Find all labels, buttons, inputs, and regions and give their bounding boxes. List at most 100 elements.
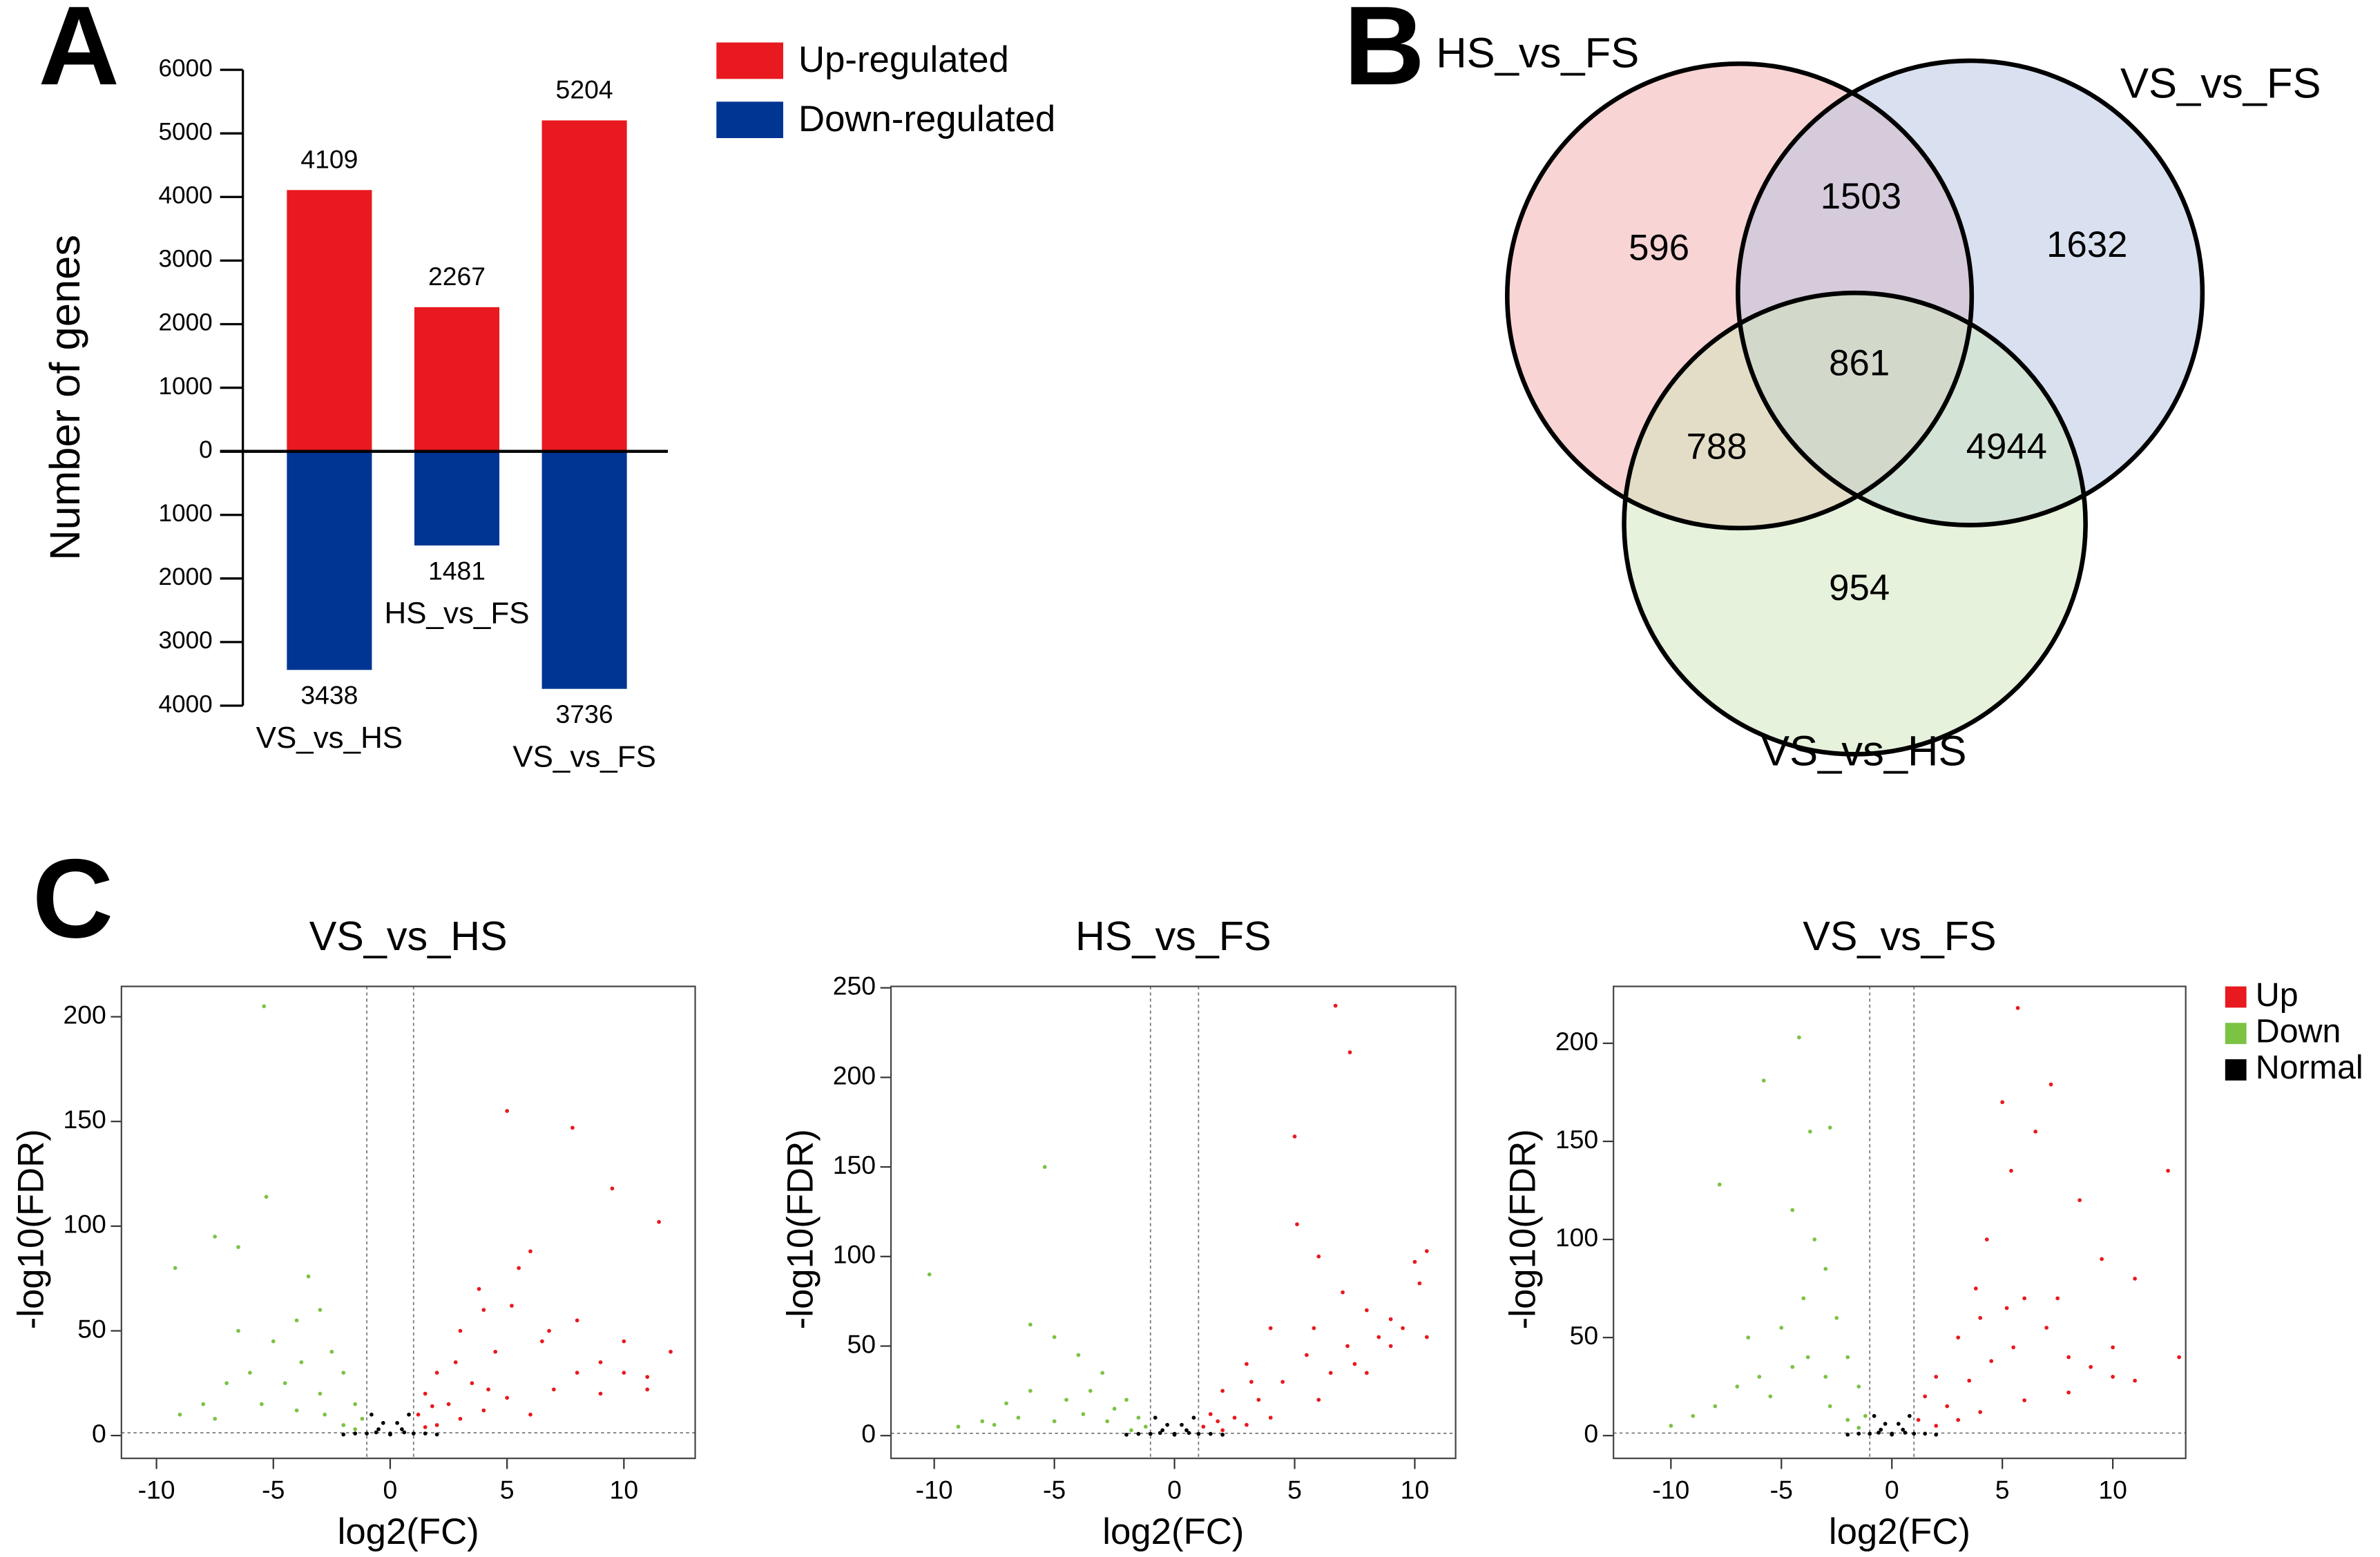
point xyxy=(411,1431,416,1435)
y-tick-label: 150 xyxy=(1555,1125,1598,1154)
point xyxy=(1746,1335,1751,1340)
point xyxy=(1180,1422,1184,1427)
point xyxy=(1268,1415,1273,1420)
point xyxy=(388,1432,392,1437)
x-tick-label: 0 xyxy=(1885,1475,1899,1504)
point xyxy=(1245,1422,1249,1427)
y-tick-label: 100 xyxy=(1555,1223,1598,1252)
point xyxy=(540,1339,544,1344)
point xyxy=(2077,1198,2082,1203)
point xyxy=(1388,1344,1393,1348)
y-tick-label: 4000 xyxy=(158,690,212,717)
point xyxy=(2166,1168,2170,1173)
chart-title: VS_vs_HS xyxy=(309,913,508,959)
y-tick-label: 2000 xyxy=(158,563,212,590)
y-tick-label: 6000 xyxy=(158,55,212,81)
point xyxy=(1823,1375,1828,1379)
point xyxy=(1761,1079,1766,1083)
point xyxy=(1978,1315,1983,1320)
point xyxy=(1812,1237,1817,1241)
data-label: 3438 xyxy=(300,681,358,710)
point xyxy=(1172,1433,1177,1437)
y-tick-label: 100 xyxy=(833,1240,876,1269)
point xyxy=(505,1109,510,1113)
point xyxy=(341,1432,346,1437)
point xyxy=(1808,1129,1812,1134)
point xyxy=(510,1304,514,1308)
point xyxy=(423,1425,428,1429)
set-label: VS_vs_FS xyxy=(2120,60,2321,108)
point xyxy=(1376,1335,1381,1340)
point xyxy=(1136,1431,1141,1436)
point xyxy=(370,1412,374,1417)
point xyxy=(2044,1326,2049,1330)
point xyxy=(2100,1257,2104,1261)
panel-label: A xyxy=(39,0,119,108)
data-label: 1481 xyxy=(428,556,486,585)
point xyxy=(2022,1296,2027,1301)
panel-label: C xyxy=(32,836,113,961)
x-tick-label: 5 xyxy=(1995,1475,2010,1504)
point xyxy=(1417,1281,1422,1286)
point xyxy=(575,1371,579,1375)
set-outline xyxy=(1622,290,2088,757)
point xyxy=(1401,1326,1405,1331)
legend-label: Up xyxy=(2256,976,2299,1014)
point xyxy=(323,1412,327,1417)
y-tick-label: 50 xyxy=(847,1329,876,1358)
x-axis-label: log2(FC) xyxy=(1102,1511,1244,1552)
point xyxy=(1256,1398,1261,1402)
point xyxy=(1713,1404,1718,1409)
point xyxy=(213,1235,218,1239)
point xyxy=(224,1381,229,1386)
point xyxy=(1424,1335,1429,1340)
point xyxy=(365,1431,369,1435)
point xyxy=(1879,1427,1883,1432)
point xyxy=(1790,1364,1795,1369)
point xyxy=(1989,1359,1994,1364)
point xyxy=(645,1387,650,1392)
point xyxy=(505,1395,510,1400)
point xyxy=(1945,1404,1950,1409)
legend-swatch xyxy=(2225,1059,2247,1081)
point xyxy=(528,1249,532,1254)
point xyxy=(329,1349,334,1354)
point xyxy=(1220,1433,1225,1437)
point xyxy=(306,1274,311,1279)
point xyxy=(1890,1432,1894,1437)
set-label: VS_vs_HS xyxy=(1761,728,1966,775)
point xyxy=(236,1328,240,1333)
x-tick-label: 0 xyxy=(1167,1475,1182,1504)
point xyxy=(1923,1394,1928,1399)
legend-label: Down xyxy=(2256,1013,2341,1050)
point xyxy=(1220,1428,1225,1433)
point xyxy=(294,1318,299,1323)
x-tick-label: 5 xyxy=(500,1475,515,1504)
point xyxy=(1028,1389,1033,1393)
point xyxy=(1216,1419,1220,1424)
point xyxy=(1124,1433,1129,1437)
point xyxy=(1845,1418,1850,1422)
point xyxy=(1896,1422,1901,1426)
point xyxy=(376,1427,381,1431)
x-tick-label: -10 xyxy=(1652,1475,1689,1504)
point xyxy=(1691,1413,1696,1418)
point xyxy=(622,1371,626,1375)
point xyxy=(1345,1344,1350,1348)
bar xyxy=(414,451,500,546)
data-label: 5204 xyxy=(556,75,613,104)
point xyxy=(353,1402,358,1406)
point xyxy=(645,1375,650,1380)
point xyxy=(213,1416,218,1421)
point xyxy=(2055,1296,2060,1301)
plot-frame xyxy=(890,985,1457,1460)
point xyxy=(1365,1308,1369,1313)
point xyxy=(517,1266,521,1270)
point xyxy=(1165,1422,1169,1427)
point xyxy=(1834,1315,1839,1320)
region-count: 788 xyxy=(1687,427,1747,467)
plot-frame xyxy=(1613,985,2187,1460)
point xyxy=(1347,1050,1352,1054)
y-tick-label: 1000 xyxy=(158,373,212,400)
